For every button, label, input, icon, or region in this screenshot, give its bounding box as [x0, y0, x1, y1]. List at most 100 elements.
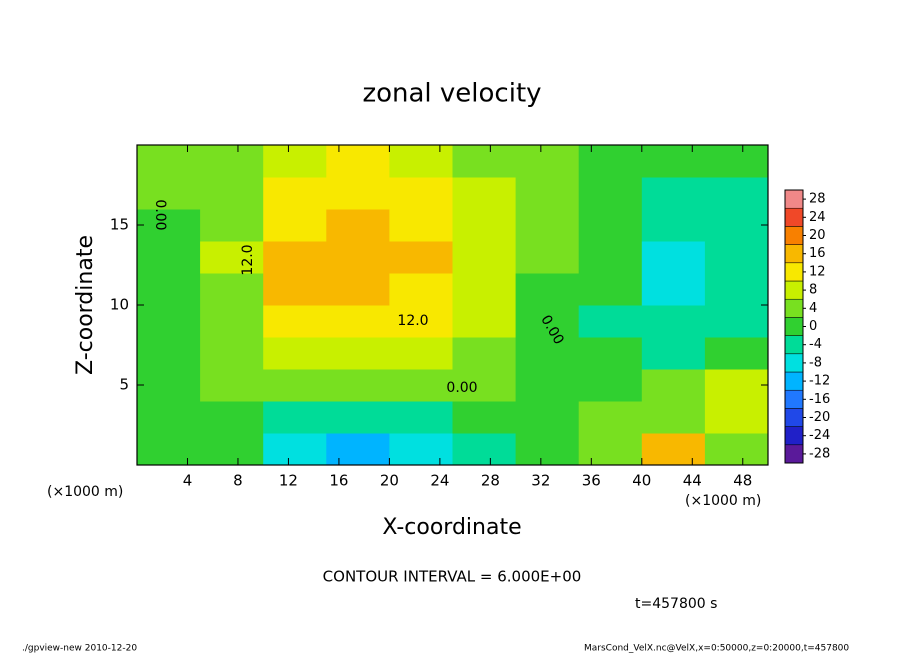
heat-cell: [452, 433, 517, 466]
colorbar-label: -16: [809, 392, 830, 407]
x-tick-label: 8: [233, 472, 243, 490]
heat-cell: [515, 369, 580, 402]
heat-cell: [641, 305, 706, 338]
heat-cell: [452, 273, 517, 306]
heat-cell: [515, 433, 580, 466]
heat-cell: [137, 273, 201, 306]
heat-cell: [389, 337, 453, 370]
footer-right: MarsCond_VelX.nc@VelX,x=0:50000,z=0:2000…: [584, 644, 849, 654]
heat-cell: [515, 209, 580, 242]
heat-cell: [704, 401, 769, 434]
heat-cell: [137, 337, 201, 370]
heat-cell: [389, 273, 453, 306]
heat-cell: [704, 433, 769, 466]
colorbar-label: -24: [809, 428, 830, 443]
colorbar-bin: [784, 408, 804, 427]
heat-cell: [704, 241, 769, 274]
x-tick-label: 20: [380, 472, 399, 490]
heat-cell: [704, 369, 769, 402]
heat-cell: [263, 401, 327, 434]
x-tick-label: 32: [531, 472, 550, 490]
heat-cell: [641, 433, 706, 466]
heat-cell: [200, 305, 264, 338]
heat-cell: [389, 369, 453, 402]
x-tick-label: 40: [632, 472, 651, 490]
heat-cell: [641, 401, 706, 434]
contour-label: 12.0: [397, 313, 428, 329]
x-tick-label: 24: [430, 472, 449, 490]
heat-cell: [452, 241, 517, 274]
heat-cell: [389, 209, 453, 242]
y-unit: (×1000 m): [47, 484, 123, 500]
colorbar-label: -28: [809, 446, 830, 461]
heat-cell: [452, 369, 517, 402]
heat-cell: [263, 433, 327, 466]
colorbar-bin: [784, 444, 804, 464]
heat-cell: [641, 177, 706, 210]
colorbar-bin: [784, 189, 804, 209]
heat-cell: [452, 177, 517, 210]
x-unit: (×1000 m): [685, 493, 761, 509]
x-tick-label: 4: [183, 472, 193, 490]
heat-cell: [326, 305, 390, 338]
heat-cell: [326, 209, 390, 242]
x-tick-label: 12: [279, 472, 298, 490]
time-label: t=457800 s: [635, 596, 717, 612]
heat-cell: [452, 337, 517, 370]
heat-cell: [263, 209, 327, 242]
heat-cell: [326, 369, 390, 402]
colorbar-bin: [784, 371, 804, 391]
heat-cell: [137, 401, 201, 434]
heat-cell: [326, 177, 390, 210]
heat-cell: [200, 209, 264, 242]
colorbar-bin: [784, 335, 804, 355]
heat-cell: [641, 369, 706, 402]
heat-cell: [389, 241, 453, 274]
heat-cell: [200, 241, 264, 274]
heat-cell: [452, 305, 517, 338]
colorbar-label: 24: [809, 210, 826, 225]
heat-cell: [200, 401, 264, 434]
heat-cell: [137, 177, 201, 210]
heat-cell: [515, 177, 580, 210]
colorbar-bin: [784, 280, 804, 300]
heat-cell: [641, 337, 706, 370]
heat-cell: [641, 273, 706, 306]
heat-cell: [578, 337, 643, 370]
heat-cell: [704, 209, 769, 242]
colorbar-label: -4: [809, 337, 822, 352]
heat-cell: [515, 305, 580, 338]
contour-note: CONTOUR INTERVAL = 6.000E+00: [323, 568, 582, 586]
colorbar-label: 8: [809, 283, 817, 298]
heat-cell: [326, 241, 390, 274]
heat-cell: [704, 273, 769, 306]
colorbar-label: 20: [809, 228, 826, 243]
colorbar-bin: [784, 317, 804, 336]
colorbar-bin: [784, 262, 804, 282]
contour-label: 0.00: [152, 199, 168, 230]
heat-cell: [326, 273, 390, 306]
heat-cell: [263, 369, 327, 402]
heat-cell: [200, 337, 264, 370]
heat-cell: [263, 337, 327, 370]
heat-cell: [137, 241, 201, 274]
heat-cell: [578, 177, 643, 210]
colorbar-bin: [784, 298, 804, 318]
heat-cell: [326, 145, 390, 178]
heat-cell: [137, 145, 201, 178]
footer-left: ./gpview-new 2010-12-20: [22, 644, 137, 654]
heat-cell: [515, 273, 580, 306]
y-tick-label: 10: [110, 296, 129, 314]
x-tick-label: 44: [683, 472, 702, 490]
y-tick-label: 5: [119, 376, 129, 394]
heat-cell: [452, 145, 517, 178]
heat-cell: [263, 273, 327, 306]
colorbar-bin: [784, 353, 804, 373]
heat-cell: [578, 273, 643, 306]
heat-cell: [452, 401, 517, 434]
heat-cell: [137, 209, 201, 242]
heat-cell: [704, 337, 769, 370]
heat-cell: [704, 177, 769, 210]
heat-cell: [389, 145, 453, 178]
colorbar-label: -20: [809, 410, 830, 425]
